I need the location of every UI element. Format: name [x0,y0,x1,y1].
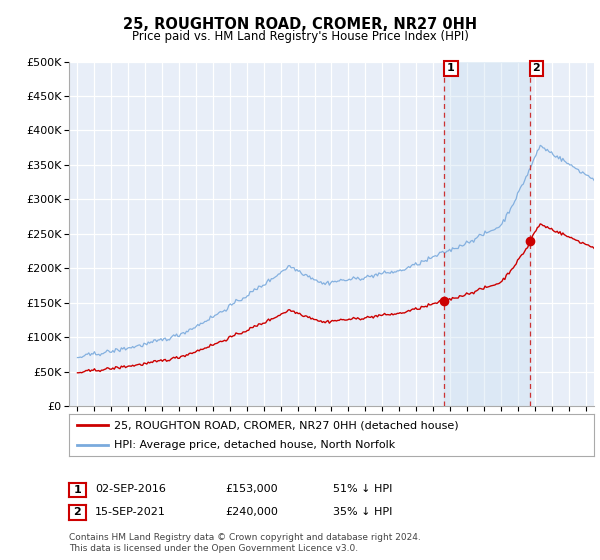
Text: 15-SEP-2021: 15-SEP-2021 [95,507,166,517]
Bar [445,62,530,406]
Text: 25, ROUGHTON ROAD, CROMER, NR27 0HH: 25, ROUGHTON ROAD, CROMER, NR27 0HH [123,17,477,31]
Text: 1: 1 [74,485,81,495]
Text: 25, ROUGHTON ROAD, CROMER, NR27 0HH (detached house): 25, ROUGHTON ROAD, CROMER, NR27 0HH (det… [113,421,458,430]
Text: 51% ↓ HPI: 51% ↓ HPI [333,484,392,494]
Text: Contains HM Land Registry data © Crown copyright and database right 2024.
This d: Contains HM Land Registry data © Crown c… [69,533,421,553]
Text: 2: 2 [74,507,81,517]
Text: £240,000: £240,000 [225,507,278,517]
Text: 35% ↓ HPI: 35% ↓ HPI [333,507,392,517]
Text: 2: 2 [532,63,540,73]
Text: £153,000: £153,000 [225,484,278,494]
Text: 1: 1 [447,63,455,73]
Text: Price paid vs. HM Land Registry's House Price Index (HPI): Price paid vs. HM Land Registry's House … [131,30,469,44]
Text: HPI: Average price, detached house, North Norfolk: HPI: Average price, detached house, Nort… [113,440,395,450]
Text: 02-SEP-2016: 02-SEP-2016 [95,484,166,494]
